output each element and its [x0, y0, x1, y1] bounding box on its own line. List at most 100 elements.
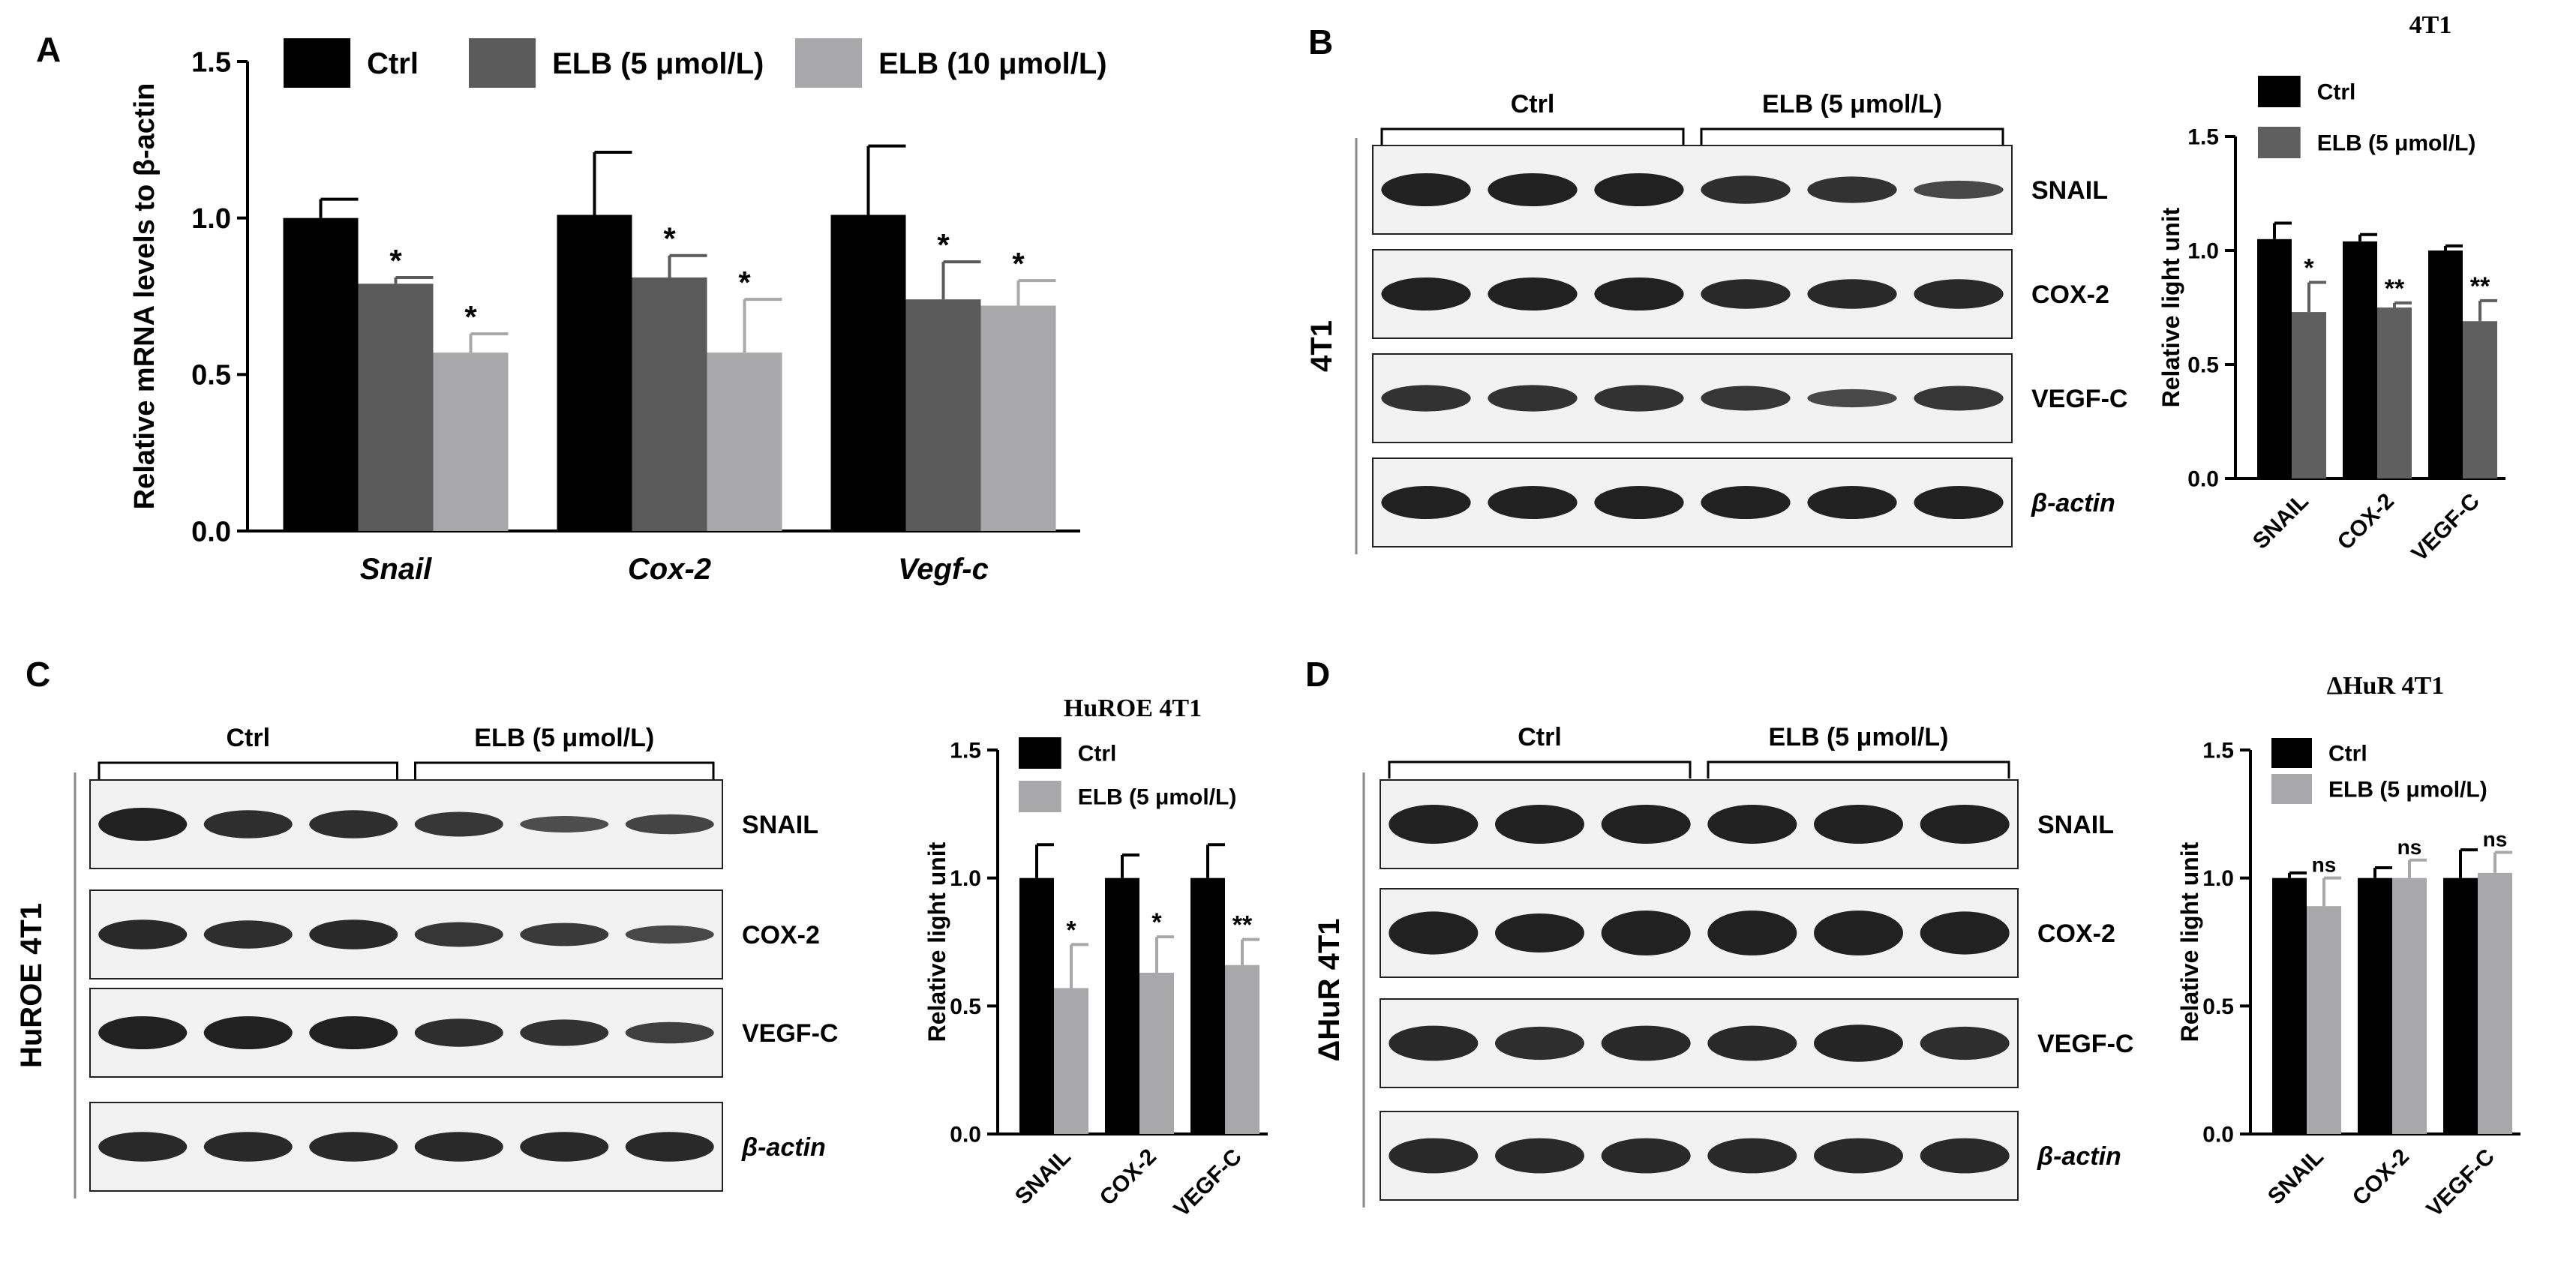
protein-band — [309, 810, 398, 838]
protein-band — [1707, 910, 1797, 956]
significance-mark: ns — [2397, 836, 2422, 859]
blot-strip-cox-2 — [1372, 249, 2013, 339]
blot-row-label: SNAIL — [2031, 176, 2108, 205]
protein-band — [1381, 173, 1471, 206]
bar-cox-2-ctrl — [557, 214, 632, 531]
protein-band — [1594, 486, 1684, 519]
y-axis-label: Relative light unit — [923, 842, 950, 1042]
y-axis-label: Relative light unit — [2157, 207, 2184, 407]
protein-band — [1914, 180, 2004, 200]
protein-band — [1594, 385, 1684, 412]
legend-label: Ctrl — [2317, 80, 2356, 105]
protein-band — [1389, 1025, 1479, 1061]
significance-mark: * — [663, 221, 676, 256]
protein-band — [1707, 805, 1797, 844]
chart-title: ΔHuR 4T1 — [2327, 672, 2444, 700]
significance-mark: * — [464, 299, 477, 334]
protein-band — [625, 1132, 714, 1162]
category-label: VEGF-C — [2406, 489, 2484, 566]
legend-label: ELB (5 μmol/L) — [2317, 131, 2476, 156]
protein-band — [1914, 386, 2004, 411]
blot-row-label: COX-2 — [2031, 280, 2109, 309]
protein-band — [98, 920, 188, 950]
y-tick-label: 1.5 — [2202, 739, 2234, 764]
significance-mark: ** — [2470, 272, 2490, 301]
panel-letter-d: D — [1305, 655, 1330, 694]
y-tick-label: 0.5 — [2202, 994, 2234, 1019]
protein-band — [1601, 805, 1691, 844]
protein-band — [98, 808, 188, 841]
legend-swatch — [795, 38, 863, 88]
legend-label: ELB (10 μmol/L) — [878, 47, 1107, 80]
blot-strip-vegf-c — [1372, 353, 2013, 443]
protein-band — [1814, 1024, 1903, 1062]
significance-mark: ns — [2312, 854, 2337, 877]
category-label: SNAIL — [2248, 489, 2313, 554]
protein-band — [1807, 279, 1897, 309]
group-label: Ctrl — [1518, 723, 1562, 752]
protein-band — [203, 1132, 293, 1162]
group-bracket — [98, 761, 398, 779]
protein-band — [1814, 910, 1903, 956]
bar-vegf-c-ctrl — [1190, 878, 1225, 1134]
protein-band — [1920, 1026, 2010, 1060]
category-label: COX-2 — [2348, 1144, 2414, 1210]
bar-snail-elb-5-mol-l — [2307, 906, 2341, 1134]
protein-band — [1495, 805, 1584, 844]
bar-cox-2-elb-5-mol-l — [1139, 972, 1174, 1134]
legend-swatch — [2258, 127, 2301, 158]
protein-band — [309, 1132, 398, 1162]
protein-band — [520, 1132, 609, 1162]
protein-band — [625, 814, 714, 835]
protein-band — [414, 1132, 503, 1162]
bar-snail-elb-10-mol-l — [433, 352, 509, 531]
bar-cox-2-elb-10-mol-l — [707, 352, 782, 531]
legend-label: ELB (5 μmol/L) — [1078, 785, 1237, 810]
blot-row-label: β-actin — [741, 1133, 826, 1162]
bar-snail-elb-5-mol-l — [2292, 312, 2326, 478]
protein-band — [520, 1019, 609, 1046]
y-tick-label: 0.0 — [191, 516, 231, 548]
protein-band — [309, 1016, 398, 1049]
protein-band — [1601, 910, 1691, 956]
cell-line-label: 4T1 — [1305, 320, 1338, 372]
category-label: COX-2 — [2333, 489, 2399, 555]
group-bracket — [414, 761, 715, 779]
blot-strip-actin — [1372, 458, 2013, 548]
protein-band — [1601, 1025, 1691, 1061]
category-label: Cox-2 — [628, 553, 711, 586]
cell-line-label: ΔHuR 4T1 — [1313, 919, 1346, 1062]
group-bracket — [1388, 760, 1692, 778]
category-label: VEGF-C — [1169, 1144, 1246, 1222]
significance-mark: * — [937, 227, 950, 262]
blot-strip-snail — [1372, 145, 2013, 235]
protein-band — [1594, 173, 1684, 206]
blot-strip-cox-2 — [1380, 888, 2019, 978]
protein-band — [1495, 1138, 1584, 1174]
significance-mark: * — [2304, 254, 2314, 283]
category-label: COX-2 — [1095, 1144, 1161, 1210]
protein-band — [1495, 1026, 1584, 1060]
bar-cox-2-ctrl — [2343, 241, 2377, 478]
category-label: SNAIL — [2263, 1144, 2328, 1210]
protein-band — [1389, 805, 1479, 844]
blot-row-label: VEGF-C — [2031, 385, 2127, 413]
protein-band — [625, 1022, 714, 1044]
group-label: ELB (5 μmol/L) — [1762, 90, 1942, 118]
protein-band — [1920, 1138, 2010, 1174]
chart-c: 0.0 0.5 1.0 1.5 Relative light unit HuROE 4T1… — [923, 694, 1268, 1222]
protein-band — [1807, 486, 1897, 519]
protein-band — [203, 1016, 293, 1049]
y-axis-label: Relative mRNA levels to β-actin — [129, 83, 161, 510]
y-tick-label: 1.0 — [2187, 239, 2219, 264]
protein-band — [625, 925, 714, 944]
significance-mark: * — [1151, 908, 1162, 937]
bar-vegf-c-elb-10-mol-l — [980, 305, 1056, 531]
bar-vegf-c-ctrl — [2443, 878, 2478, 1134]
protein-band — [98, 1132, 188, 1162]
protein-band — [1707, 1138, 1797, 1174]
bar-cox-2-ctrl — [1105, 878, 1139, 1134]
category-label: Snail — [360, 553, 432, 586]
blot-strip-vegf-c — [1380, 998, 2019, 1088]
protein-band — [1389, 911, 1479, 955]
